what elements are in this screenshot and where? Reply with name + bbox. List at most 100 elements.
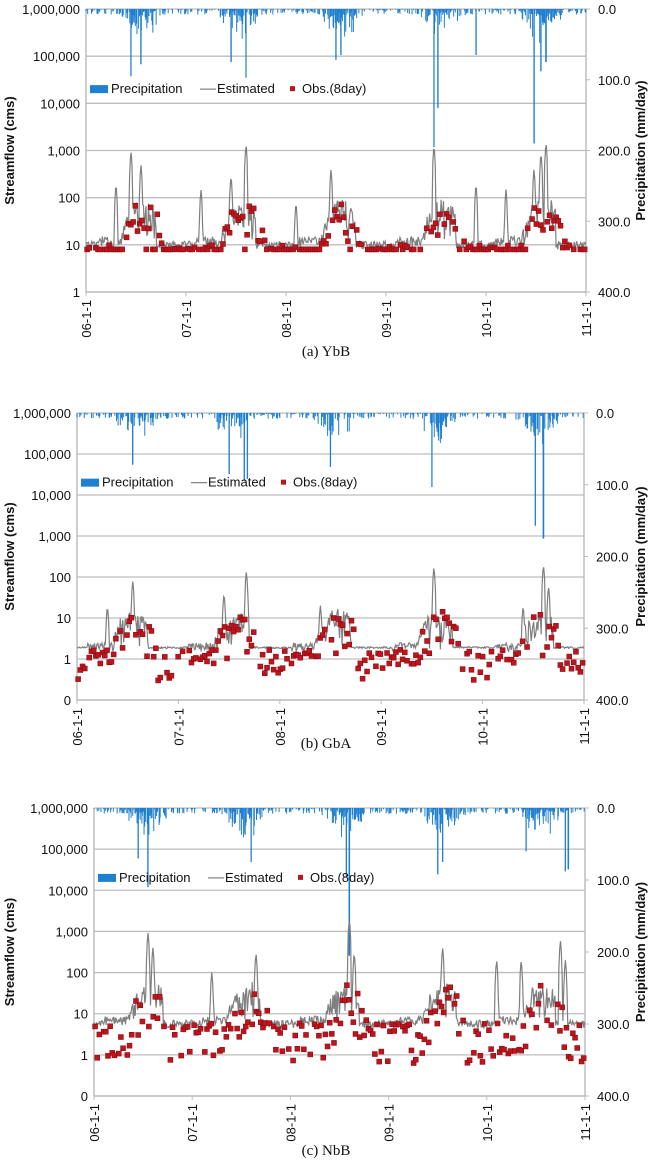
x-tick-label: 11-1-1 xyxy=(577,708,592,745)
observed-point xyxy=(139,1018,146,1025)
observed-point xyxy=(328,637,335,643)
observed-point xyxy=(359,675,366,682)
observed-series xyxy=(84,201,588,253)
precipitation-series xyxy=(85,9,587,147)
observed-point xyxy=(484,674,490,681)
observed-point xyxy=(529,216,535,222)
observed-point xyxy=(353,227,360,233)
observed-point xyxy=(220,241,226,247)
x-tick-label: 06-1-1 xyxy=(87,1104,102,1142)
observed-point xyxy=(419,1050,425,1056)
observed-point xyxy=(358,241,364,248)
observed-point xyxy=(488,648,495,655)
observed-point xyxy=(376,1058,382,1065)
y2-tick-label: 300.0 xyxy=(597,1017,630,1032)
observed-point xyxy=(146,1023,152,1030)
observed-point xyxy=(461,238,467,245)
observed-point xyxy=(548,634,555,641)
observed-point xyxy=(424,638,430,644)
observed-point xyxy=(564,660,570,666)
observed-point xyxy=(325,233,331,239)
panel-caption: (c) NbB xyxy=(302,1143,351,1159)
observed-point xyxy=(208,1020,215,1027)
observed-series xyxy=(75,609,586,684)
observed-point xyxy=(318,1022,324,1029)
observed-point xyxy=(580,1055,587,1061)
y2-tick-label: 400.0 xyxy=(596,693,629,708)
observed-point xyxy=(377,651,384,657)
estimated-line xyxy=(93,921,586,1031)
observed-point xyxy=(395,661,401,668)
observed-point xyxy=(218,246,224,253)
legend-estimated-label: Estimated xyxy=(208,475,266,490)
observed-point xyxy=(322,626,328,633)
observed-point xyxy=(456,246,463,253)
observed-point xyxy=(573,649,579,655)
observed-point xyxy=(438,1003,445,1010)
observed-point xyxy=(210,660,217,667)
observed-point xyxy=(563,1025,570,1031)
y-tick-label: 10,000 xyxy=(40,96,80,111)
observed-point xyxy=(246,636,252,642)
observed-point xyxy=(234,1025,240,1032)
observed-point xyxy=(266,647,272,653)
observed-point xyxy=(510,660,517,666)
legend-precipitation-swatch xyxy=(81,478,99,487)
observed-point xyxy=(568,665,575,672)
observed-point xyxy=(557,222,564,229)
observed-point xyxy=(284,655,290,662)
x-tick-label: 11-1-1 xyxy=(578,1104,593,1141)
observed-point xyxy=(385,1058,391,1064)
observed-point xyxy=(368,654,375,661)
observed-point xyxy=(373,663,379,670)
observed-point xyxy=(345,238,351,244)
observed-point xyxy=(333,650,339,657)
observed-point xyxy=(320,1054,326,1061)
observed-point xyxy=(135,1032,141,1038)
observed-point xyxy=(386,660,393,667)
y-tick-label: 100,000 xyxy=(24,447,71,462)
observed-point xyxy=(97,660,104,667)
observed-point xyxy=(444,614,450,621)
observed-point xyxy=(445,214,452,221)
observed-point xyxy=(432,1008,438,1014)
observed-point xyxy=(347,246,353,253)
y-tick-label: 100,000 xyxy=(41,842,88,857)
observed-point xyxy=(577,669,584,675)
observed-point xyxy=(423,1018,430,1024)
y-tick-label: 1 xyxy=(73,285,80,300)
y2-tick-label: 0.0 xyxy=(597,801,615,816)
observed-point xyxy=(264,664,270,671)
observed-point xyxy=(219,1047,225,1053)
observed-point xyxy=(524,644,530,650)
observed-point xyxy=(567,1055,574,1062)
observed-point xyxy=(459,666,466,672)
observed-point xyxy=(259,227,266,234)
y2-axis-title: Precipitation (mm/day) xyxy=(633,486,648,626)
observed-point xyxy=(561,1044,568,1050)
observed-point xyxy=(158,240,165,247)
observed-point xyxy=(390,654,397,661)
observed-point xyxy=(350,626,357,633)
observed-point xyxy=(425,1039,432,1046)
observed-point xyxy=(75,676,81,682)
observed-point xyxy=(107,1023,113,1029)
observed-point xyxy=(249,1021,255,1028)
y-tick-label: 100,000 xyxy=(33,49,80,64)
observed-point xyxy=(529,1011,535,1018)
observed-point xyxy=(223,1034,230,1040)
precipitation-series xyxy=(93,808,585,956)
observed-point xyxy=(202,1049,208,1055)
observed-point xyxy=(154,1015,161,1022)
legend-precipitation-label: Precipitation xyxy=(102,475,174,490)
observed-point xyxy=(244,231,250,238)
precipitation-series xyxy=(76,413,584,539)
observed-point xyxy=(380,1022,387,1029)
observed-point xyxy=(179,648,186,655)
observed-point xyxy=(86,245,93,251)
observed-point xyxy=(544,1017,550,1024)
observed-point xyxy=(298,1023,305,1029)
observed-point xyxy=(213,647,219,653)
y-axis-title: Streamflow (cms) xyxy=(2,96,17,204)
observed-point xyxy=(434,1020,441,1027)
